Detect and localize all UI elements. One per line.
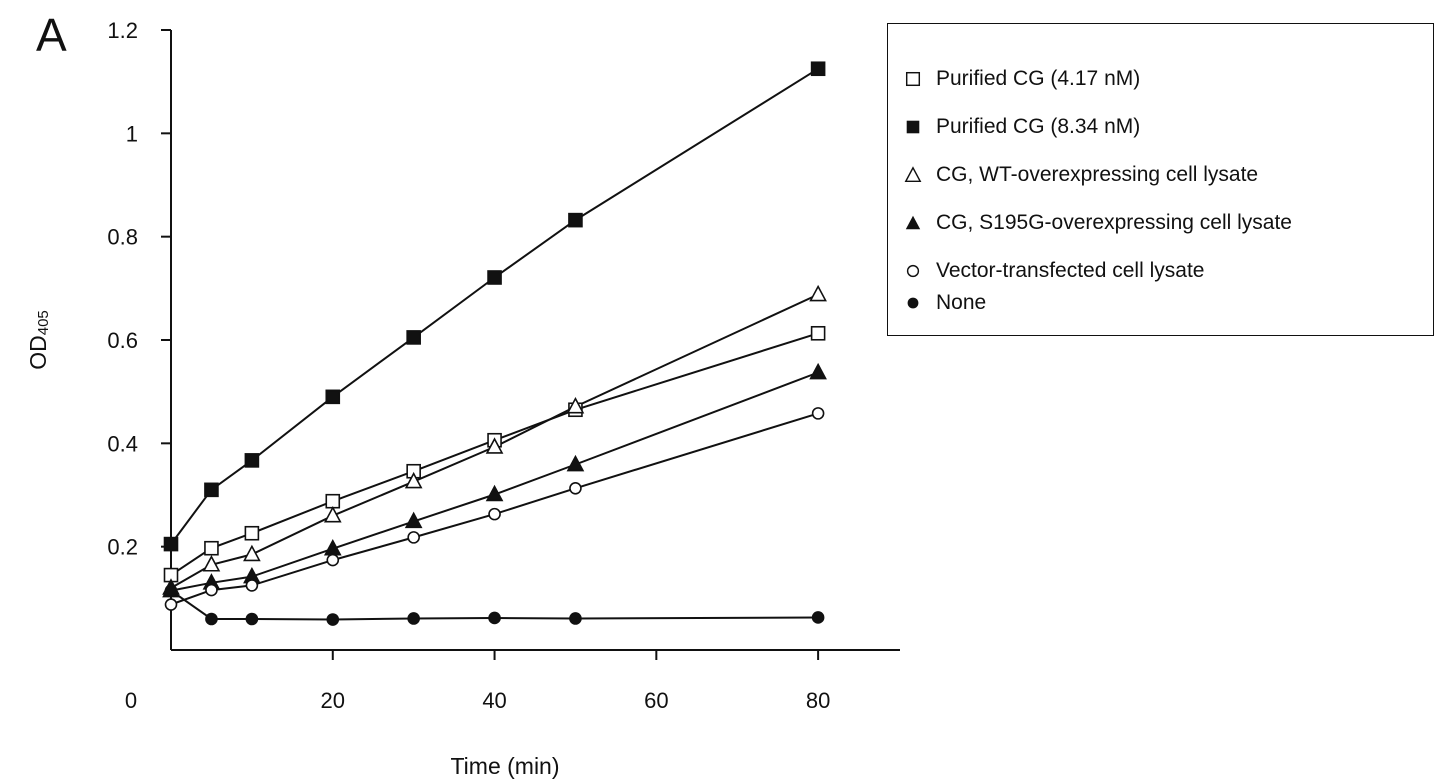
legend-label: CG, S195G-overexpressing cell lysate [936, 211, 1292, 234]
legend-item: CG, WT-overexpressing cell lysate [904, 160, 1258, 190]
x-tick-label: 80 [806, 688, 830, 713]
y-tick-label: 1 [126, 121, 138, 146]
data-point [404, 511, 423, 529]
data-point [164, 598, 178, 611]
data-point [810, 325, 826, 341]
data-point [164, 584, 178, 597]
legend-label: Purified CG (8.34 nM) [936, 115, 1141, 138]
data-point [244, 453, 260, 468]
y-tick-label: 1.2 [107, 18, 138, 43]
data-point [809, 362, 827, 380]
tick-group: 0.2 0.4 0.6 0.8 1 1.2 0 20 40 60 80 [107, 18, 830, 713]
chart-axes [170, 30, 900, 651]
data-point [204, 482, 219, 498]
data-point [202, 555, 221, 572]
data-point [245, 612, 259, 626]
data-point [811, 611, 825, 624]
legend-item: Purified CG (8.34 nM) [904, 112, 1140, 142]
data-point [488, 611, 501, 625]
y-tick-label: 0.2 [107, 535, 138, 560]
data-point [163, 536, 179, 552]
data-point [810, 61, 826, 77]
data-point [325, 389, 341, 405]
x-tick-label: 20 [321, 688, 345, 713]
series-lines [170, 67, 819, 621]
data-point [205, 612, 218, 626]
x-tick-label: 40 [482, 688, 506, 713]
y-axis-title-main: OD [25, 335, 51, 370]
y-tick-label: 0.6 [107, 328, 138, 353]
data-point [566, 396, 585, 414]
data-point [326, 613, 340, 626]
series-markers [162, 61, 827, 626]
series-line [170, 67, 819, 545]
series-line [170, 332, 819, 576]
legend-label: Purified CG (4.17 nM) [936, 67, 1141, 90]
data-point [568, 212, 583, 228]
data-point [569, 612, 582, 625]
data-point [243, 544, 261, 562]
legend-item: CG, S195G-overexpressing cell lysate [904, 208, 1292, 238]
series-line [170, 371, 819, 592]
data-point [406, 330, 421, 345]
x-axis-title: Time (min) [450, 753, 559, 779]
data-point [485, 437, 504, 454]
chart-legend: Purified CG (4.17 nM) Purified CG (8.34 … [887, 23, 1434, 336]
series-line [170, 589, 819, 621]
data-point [487, 270, 502, 285]
data-point [566, 454, 585, 472]
y-axis-title-subscript: 405 [35, 310, 52, 335]
data-point [407, 612, 420, 625]
legend-marker-circle-filled-icon [907, 297, 919, 309]
y-tick-label: 0.4 [107, 431, 138, 456]
data-point [245, 579, 259, 592]
data-point [205, 583, 218, 597]
data-point [488, 507, 501, 521]
data-point [407, 531, 420, 544]
legend-marker-triangle-filled-icon [905, 215, 921, 230]
x-tick-label: 0 [125, 688, 137, 713]
data-point [204, 540, 219, 556]
data-point [244, 525, 260, 541]
y-tick-label: 0.8 [107, 225, 138, 250]
data-point [809, 284, 827, 302]
legend-marker-square-filled-icon [906, 120, 920, 134]
x-tick-label: 60 [644, 688, 668, 713]
legend-item: None [904, 288, 986, 318]
legend-label: CG, WT-overexpressing cell lysate [936, 163, 1259, 186]
series-line [170, 293, 819, 589]
legend-label: Vector-transfected cell lysate [936, 259, 1205, 282]
data-point [326, 553, 340, 567]
legend-item: Purified CG (4.17 nM) [904, 64, 1140, 94]
legend-marker-circle-open-icon [906, 264, 920, 278]
panel-label: A [36, 9, 67, 61]
legend-marker-triangle-open-icon [904, 166, 922, 183]
data-point [811, 407, 825, 420]
legend-item: Vector-transfected cell lysate [904, 256, 1204, 286]
data-point [323, 505, 342, 523]
data-point [325, 493, 341, 509]
data-point [569, 481, 582, 495]
data-point [404, 471, 423, 489]
legend-marker-square-open-icon [905, 71, 921, 87]
data-point [485, 484, 504, 502]
y-axis-title: OD405 [25, 310, 52, 370]
legend-label: None [936, 291, 987, 314]
